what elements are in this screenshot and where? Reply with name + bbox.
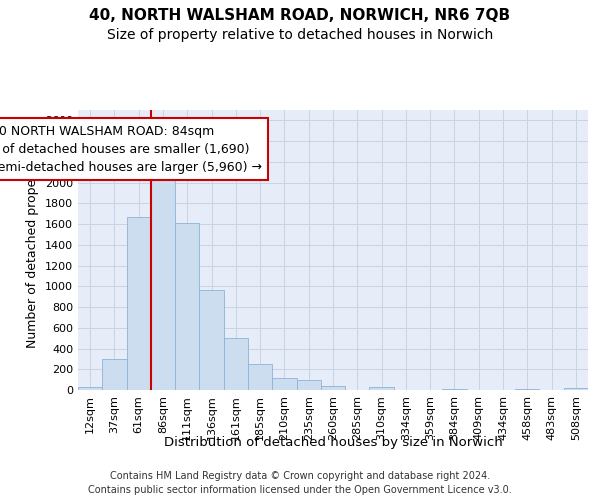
Text: Distribution of detached houses by size in Norwich: Distribution of detached houses by size … (164, 436, 502, 449)
Text: 40 NORTH WALSHAM ROAD: 84sqm
← 22% of detached houses are smaller (1,690)
77% of: 40 NORTH WALSHAM ROAD: 84sqm ← 22% of de… (0, 124, 262, 174)
Text: 40, NORTH WALSHAM ROAD, NORWICH, NR6 7QB: 40, NORTH WALSHAM ROAD, NORWICH, NR6 7QB (89, 8, 511, 22)
Y-axis label: Number of detached properties: Number of detached properties (26, 152, 40, 348)
Text: Size of property relative to detached houses in Norwich: Size of property relative to detached ho… (107, 28, 493, 42)
Bar (515, 389, 539, 390)
Bar (564, 388, 588, 390)
Text: Contains HM Land Registry data © Crown copyright and database right 2024.: Contains HM Land Registry data © Crown c… (110, 471, 490, 481)
Bar (78, 388, 102, 390)
Bar (224, 338, 248, 390)
Bar (248, 364, 272, 390)
Bar (321, 386, 345, 390)
Bar (175, 223, 199, 390)
Bar (272, 378, 296, 390)
Bar (370, 387, 394, 390)
Text: Contains public sector information licensed under the Open Government Licence v3: Contains public sector information licen… (88, 485, 512, 495)
Bar (442, 389, 467, 390)
Bar (151, 168, 175, 390)
Bar (199, 290, 224, 390)
Bar (102, 360, 127, 390)
Bar (127, 217, 151, 390)
Bar (296, 380, 321, 390)
